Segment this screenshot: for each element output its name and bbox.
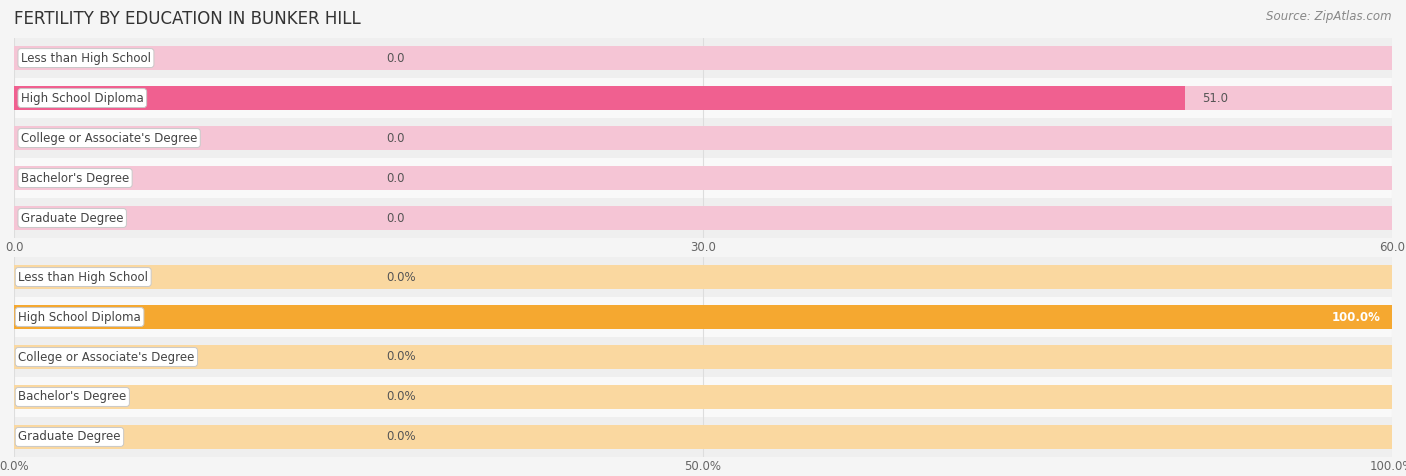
Text: Bachelor's Degree: Bachelor's Degree <box>21 171 129 185</box>
Text: Less than High School: Less than High School <box>21 51 150 65</box>
Bar <box>14 86 1392 110</box>
Bar <box>14 297 1392 337</box>
Text: Less than High School: Less than High School <box>18 270 148 284</box>
Text: Graduate Degree: Graduate Degree <box>18 430 121 444</box>
Bar <box>14 305 1392 329</box>
Bar <box>14 166 1392 190</box>
Text: 0.0%: 0.0% <box>387 430 416 444</box>
Text: High School Diploma: High School Diploma <box>21 91 143 105</box>
Bar <box>14 46 1392 70</box>
Text: Source: ZipAtlas.com: Source: ZipAtlas.com <box>1267 10 1392 22</box>
Bar <box>14 417 1392 457</box>
Bar <box>14 206 1392 230</box>
Bar <box>14 345 1392 369</box>
Bar <box>14 38 1392 78</box>
Text: 0.0: 0.0 <box>387 171 405 185</box>
Bar <box>14 337 1392 377</box>
Text: 0.0%: 0.0% <box>387 350 416 364</box>
Text: 0.0: 0.0 <box>387 131 405 145</box>
Text: 0.0: 0.0 <box>387 211 405 225</box>
Text: 0.0: 0.0 <box>387 51 405 65</box>
Text: High School Diploma: High School Diploma <box>18 310 141 324</box>
Text: College or Associate's Degree: College or Associate's Degree <box>18 350 194 364</box>
Bar <box>14 158 1392 198</box>
Bar <box>14 198 1392 238</box>
Bar <box>14 377 1392 417</box>
Text: College or Associate's Degree: College or Associate's Degree <box>21 131 197 145</box>
Text: 0.0%: 0.0% <box>387 270 416 284</box>
Bar <box>14 265 1392 289</box>
Bar <box>14 86 1185 110</box>
Text: Graduate Degree: Graduate Degree <box>21 211 124 225</box>
Text: 100.0%: 100.0% <box>1331 310 1381 324</box>
Bar <box>14 385 1392 409</box>
Bar <box>14 257 1392 297</box>
Bar <box>14 126 1392 150</box>
Text: FERTILITY BY EDUCATION IN BUNKER HILL: FERTILITY BY EDUCATION IN BUNKER HILL <box>14 10 361 28</box>
Bar <box>14 118 1392 158</box>
Bar <box>14 425 1392 449</box>
Text: 51.0: 51.0 <box>1202 91 1227 105</box>
Bar <box>14 78 1392 118</box>
Bar <box>14 305 1392 329</box>
Text: 0.0%: 0.0% <box>387 390 416 404</box>
Text: Bachelor's Degree: Bachelor's Degree <box>18 390 127 404</box>
